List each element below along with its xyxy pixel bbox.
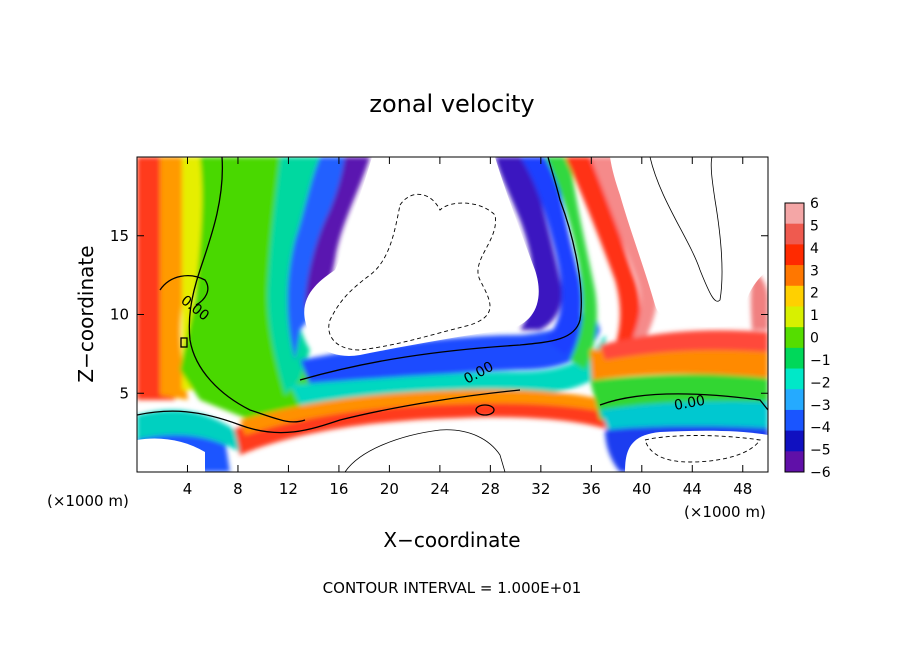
- colorbar-swatch: [785, 430, 804, 452]
- colorbar-swatch: [785, 223, 804, 245]
- colorbar-label: 1: [810, 308, 819, 324]
- x-tick-label: 36: [582, 480, 601, 498]
- y-tick-label: 5: [119, 384, 129, 402]
- contour-right-thin: [649, 157, 723, 302]
- colorbar-swatch: [785, 306, 804, 328]
- x-tick-label: 20: [380, 480, 399, 498]
- y-tick-label: 10: [110, 306, 129, 324]
- contour-lower-solid: [137, 389, 521, 434]
- contour-dashed-bubble: [328, 193, 496, 351]
- colorbar-label: −5: [810, 443, 831, 459]
- colorbar-label: −6: [810, 465, 831, 481]
- x-tick-label: 24: [430, 480, 449, 498]
- band-center-blue: [520, 157, 582, 355]
- contour-left-solid: [188, 157, 306, 423]
- contour-small-loop: [475, 404, 495, 416]
- y-tick-label: 15: [110, 227, 129, 245]
- band-lower-orange: [240, 389, 605, 435]
- colorbar-label: 4: [810, 241, 819, 257]
- contour-lines: [137, 157, 768, 472]
- x-tick-label: 32: [531, 480, 550, 498]
- colorbar: 6 5 4 3 2 1 0 −1 −2 −3 −4 −5 −6: [784, 196, 831, 481]
- contour-left-loop: [159, 275, 209, 306]
- colorbar-swatch: [785, 347, 804, 370]
- contour-right-solid: [599, 393, 768, 411]
- x-unit-left: (×1000 m): [47, 492, 129, 510]
- colorbar-swatch: [785, 327, 804, 349]
- x-axis: 4 8 12 16 20 24 28 32 36 40 44 48: [183, 157, 752, 498]
- x-tick-label: 44: [683, 480, 702, 498]
- white-bottom-center: [300, 425, 520, 472]
- colorbar-label: 0: [810, 331, 819, 347]
- contour-label-3: 0.00: [673, 393, 706, 414]
- band-bottom-left-cyan: [137, 410, 240, 452]
- white-right-top: [610, 157, 768, 327]
- x-tick-label: 12: [279, 480, 298, 498]
- colorbar-swatch: [785, 368, 804, 390]
- white-bottom-right: [625, 430, 768, 472]
- x-tick-label: 28: [481, 480, 500, 498]
- white-bubble: [304, 157, 539, 356]
- colorbar-label: −4: [810, 420, 831, 436]
- colorbar-frame: [784, 202, 805, 473]
- colorbar-label: −3: [810, 398, 831, 414]
- white-bottom-left: [137, 438, 205, 472]
- contour-interval-footer: CONTOUR INTERVAL = 1.000E+01: [323, 579, 582, 597]
- x-unit-right: (×1000 m): [684, 503, 766, 521]
- y-axis-label: Z−coordinate: [74, 245, 98, 382]
- colorbar-swatch: [785, 409, 804, 432]
- y-axis: 5 10 15: [110, 227, 768, 402]
- band-cyan: [267, 157, 350, 395]
- contour-mid-solid: [299, 157, 582, 381]
- band-center-purple: [495, 157, 562, 330]
- x-tick-label: 40: [632, 480, 651, 498]
- x-tick-label: 4: [183, 480, 193, 498]
- chart-title: zonal velocity: [369, 90, 534, 118]
- band-lower-cyan: [290, 335, 610, 405]
- x-axis-label: X−coordinate: [383, 528, 520, 552]
- colorbar-label: −2: [810, 375, 831, 391]
- colorbar-swatch: [785, 265, 804, 287]
- colorbar-label: 3: [810, 263, 819, 279]
- contour-dashed: [328, 193, 761, 463]
- colorbar-swatch: [785, 389, 804, 411]
- colorbar-label: 2: [810, 286, 819, 302]
- x-tick-label: 16: [329, 480, 348, 498]
- band-purple: [305, 157, 370, 310]
- band-right-red: [600, 330, 768, 360]
- colorbar-label: 6: [810, 196, 819, 212]
- colorbar-swatch: [785, 285, 804, 307]
- colorbar-swatch: [785, 244, 804, 266]
- contour-tiny-box: [180, 337, 188, 348]
- colorbar-label: −1: [810, 353, 831, 369]
- contour-bottom-thin: [344, 429, 506, 472]
- x-tick-label: 8: [233, 480, 243, 498]
- heatmap-field: [137, 157, 768, 472]
- x-tick-label: 48: [733, 480, 752, 498]
- colorbar-label: 5: [810, 218, 819, 234]
- contour-dashed-right: [644, 435, 761, 463]
- band-lower-blue: [300, 300, 600, 385]
- colorbar-swatch: [785, 203, 804, 225]
- band-center-green: [545, 157, 597, 370]
- band-center-red: [565, 157, 640, 380]
- colorbar-swatch: [785, 451, 804, 473]
